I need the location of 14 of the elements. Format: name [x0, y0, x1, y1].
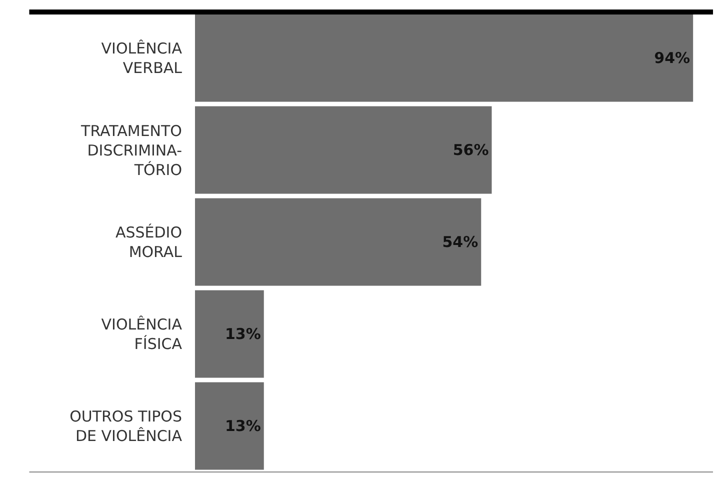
y-tick-label: OUTROS TIPOS DE VIOLÊNCIA — [70, 408, 183, 445]
data-label: 13% — [224, 325, 261, 343]
bar — [195, 382, 264, 470]
bar — [195, 106, 492, 194]
y-tick-label: VIOLÊNCIA FÍSICA — [101, 316, 183, 353]
y-tick-label: TRATAMENTO DISCRIMINA- TÓRIO — [80, 122, 182, 179]
y-tick-label: VIOLÊNCIA VERBAL — [101, 40, 183, 77]
y-tick-label: ASSÉDIO MORAL — [115, 224, 183, 261]
data-label: 94% — [654, 49, 690, 67]
data-label: 56% — [452, 141, 489, 159]
bar — [195, 290, 264, 378]
bar — [195, 198, 482, 286]
data-label: 54% — [442, 233, 478, 251]
data-label: 13% — [224, 417, 261, 435]
